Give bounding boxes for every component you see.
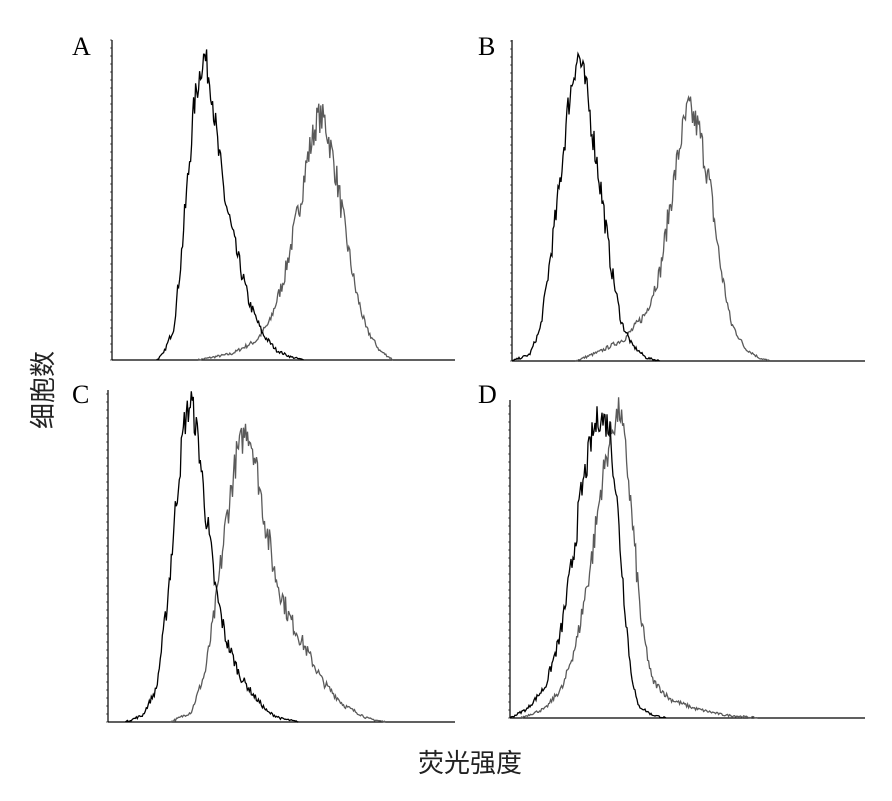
panel-d: D — [478, 380, 865, 719]
x-axis-label: 荧光强度 — [418, 749, 522, 779]
histogram-black-series — [511, 51, 661, 362]
histogram-gray-series — [520, 397, 758, 719]
histogram-black-series — [509, 406, 667, 719]
histogram-black-series — [156, 49, 304, 361]
panel-a: A — [72, 32, 455, 361]
panel-b: B — [478, 32, 865, 362]
histogram-black-series — [124, 391, 299, 723]
panel-c: C — [72, 380, 455, 723]
panel-label: D — [478, 380, 497, 409]
panel-label: C — [72, 380, 89, 409]
panel-label: B — [478, 32, 495, 61]
histogram-gray-series — [170, 423, 386, 723]
panel-label: A — [72, 32, 91, 61]
y-axis-label: 细胞数 — [29, 351, 59, 429]
histogram-gray-series — [197, 103, 394, 361]
histogram-gray-series — [575, 94, 770, 362]
